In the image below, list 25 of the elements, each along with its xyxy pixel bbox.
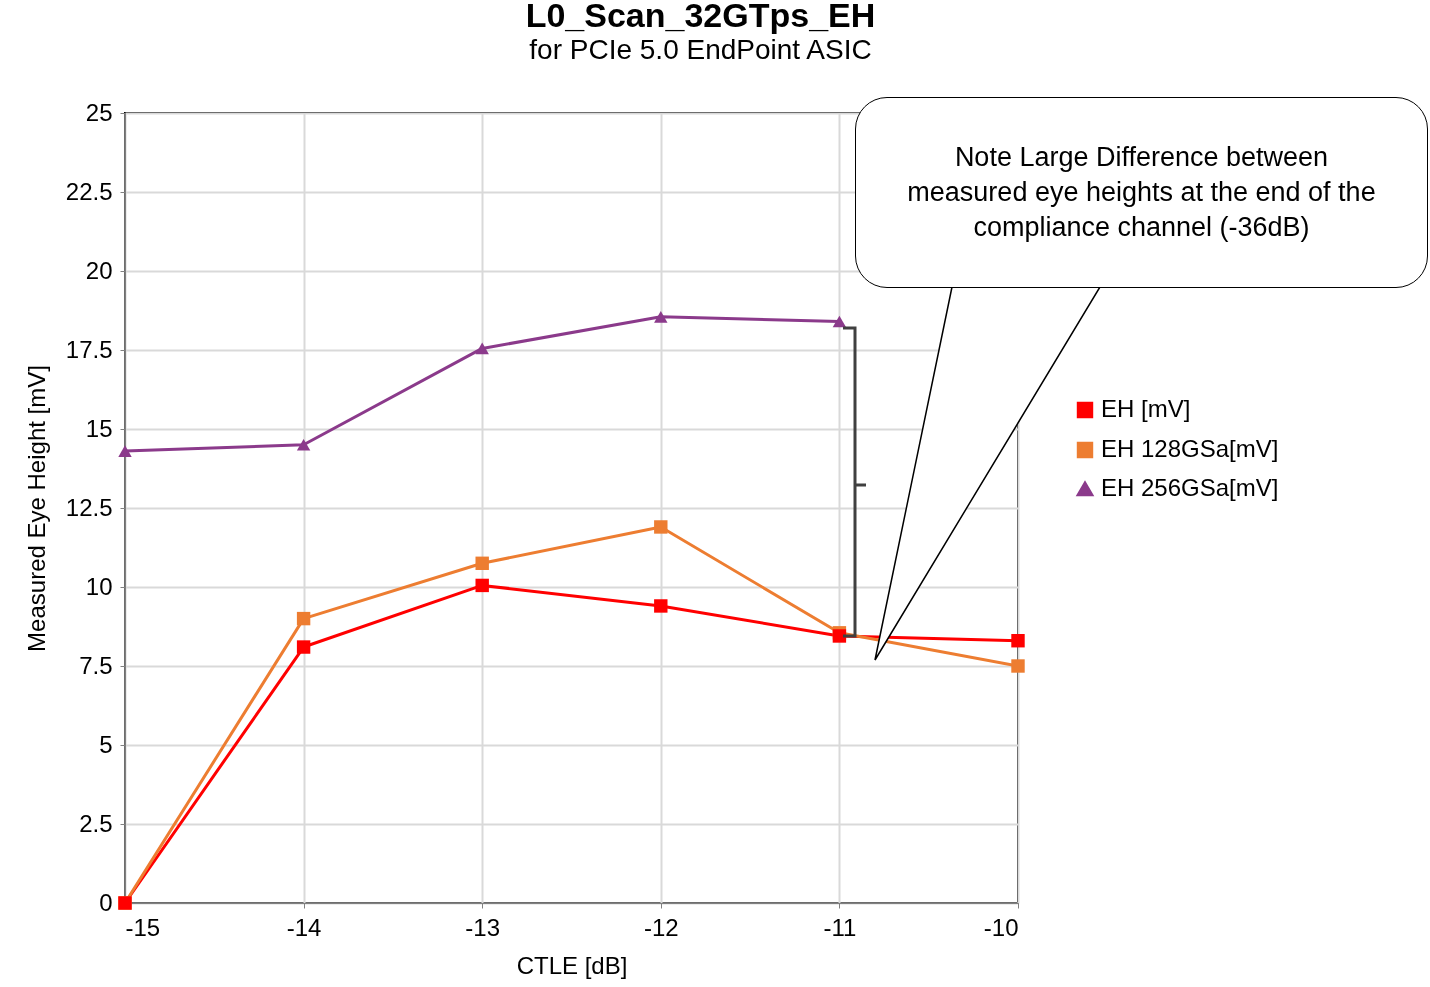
chart-title: L0_Scan_32GTps_EH <box>525 0 876 34</box>
chart-subtitle: for PCIe 5.0 EndPoint ASIC <box>529 34 872 65</box>
y-tick-label: 7.5 <box>79 651 113 679</box>
y-tick-label: 2.5 <box>79 809 113 837</box>
x-tick-label: -13 <box>465 913 501 941</box>
legend-label: EH 256GSa[mV] <box>1101 474 1279 501</box>
y-tick-label: 10 <box>85 572 113 600</box>
x-axis-title: CTLE [dB] <box>516 951 628 979</box>
y-tick-label: 22.5 <box>65 177 113 205</box>
x-tick-label: -11 <box>823 913 857 941</box>
y-tick-label: 5 <box>99 730 113 758</box>
legend-label: EH [mV] <box>1101 395 1191 422</box>
x-tick-label: -15 <box>125 913 161 941</box>
y-tick-label: 17.5 <box>65 335 113 363</box>
legend-label: EH 128GSa[mV] <box>1101 435 1279 462</box>
x-tick-label: -14 <box>286 913 322 941</box>
x-tick-label: -12 <box>643 913 679 941</box>
x-tick-label: -10 <box>983 913 1019 941</box>
y-tick-label: 25 <box>85 98 113 126</box>
y-axis-title: Measured Eye Height [mV] <box>22 365 50 652</box>
callout-box: Note Large Difference between measured eye heights at the end of the compliance channel (-36dB) <box>855 97 1428 288</box>
y-tick-label: 12.5 <box>65 493 113 521</box>
y-tick-label: 0 <box>99 888 113 916</box>
y-tick-label: 15 <box>85 414 113 442</box>
y-tick-label: 20 <box>85 256 113 284</box>
